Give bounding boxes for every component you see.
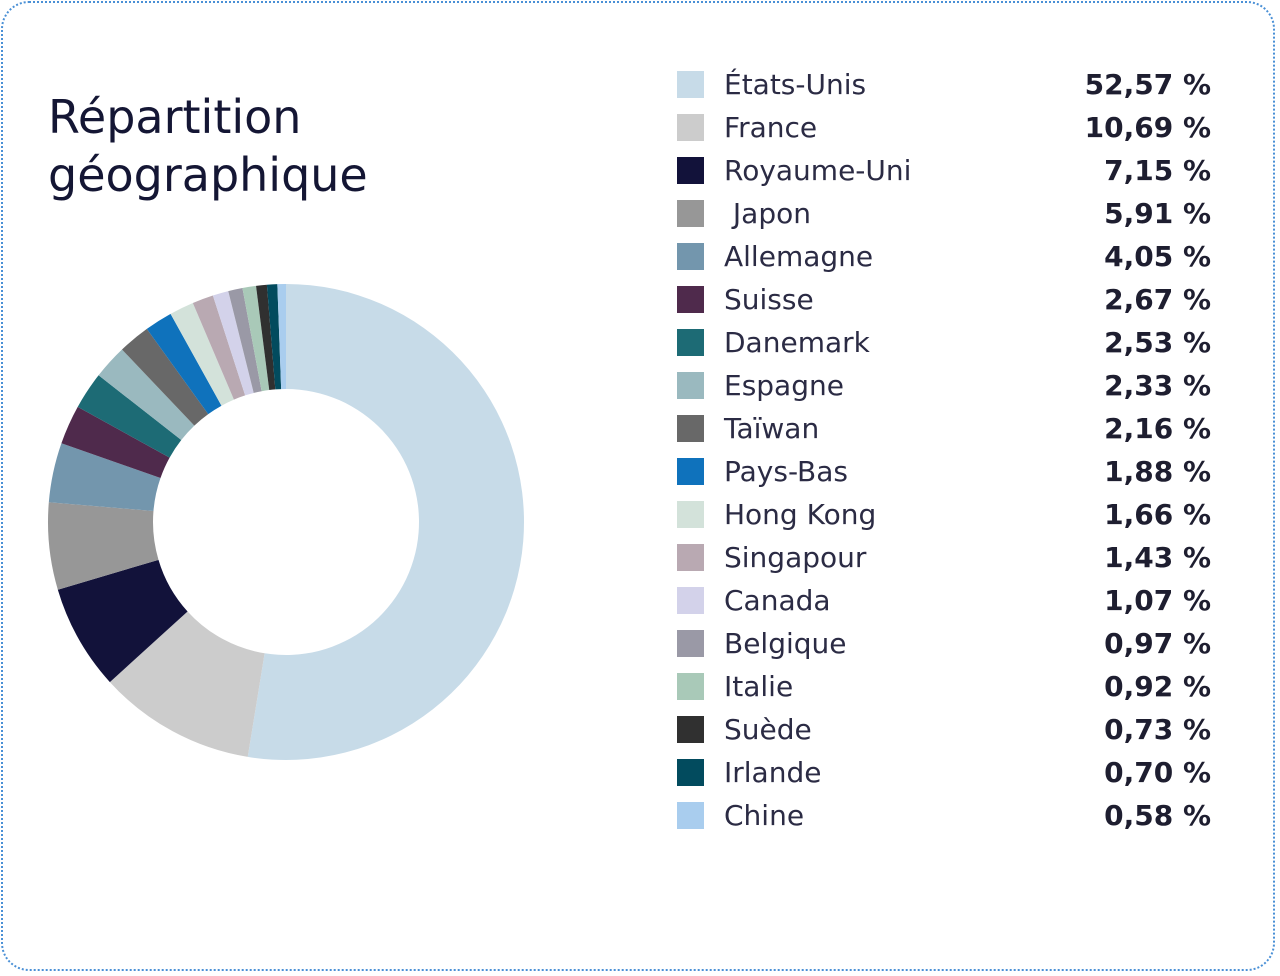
legend-item: Chine 0,58 % [677, 795, 1217, 838]
legend-item: Royaume-Uni 7,15 % [677, 150, 1217, 193]
legend-swatch [677, 243, 704, 270]
legend-value: 2,53 % [1104, 326, 1211, 359]
legend-item: Allemagne 4,05 % [677, 236, 1217, 279]
legend-label: Suède [724, 713, 812, 746]
legend-swatch [677, 114, 704, 141]
legend-value: 2,67 % [1104, 283, 1211, 316]
legend-swatch [677, 200, 704, 227]
donut-slice [170, 302, 234, 406]
legend-label: Chine [724, 799, 805, 832]
donut-slice [146, 313, 222, 415]
legend-item: France 10,69 % [677, 107, 1217, 150]
legend-value: 0,58 % [1104, 799, 1211, 832]
legend-swatch [677, 759, 704, 786]
donut-slice [277, 284, 286, 390]
legend-value: 1,66 % [1104, 498, 1211, 531]
chart-title-line-2: géographique [48, 148, 368, 202]
legend-swatch [677, 458, 704, 485]
legend-label: Italie [724, 670, 794, 703]
legend-value: 0,70 % [1104, 756, 1211, 789]
legend-label: Suisse [724, 283, 814, 316]
legend-label: Japon [724, 197, 811, 230]
legend-item: Pays-Bas 1,88 % [677, 451, 1217, 494]
legend-swatch [677, 415, 704, 442]
legend-value: 4,05 % [1104, 240, 1211, 273]
donut-slice [256, 284, 276, 391]
legend-swatch [677, 71, 704, 98]
legend-label: États-Unis [724, 68, 867, 101]
legend-label: Danemark [724, 326, 870, 359]
legend-swatch [677, 673, 704, 700]
legend-swatch [677, 587, 704, 614]
legend-value: 5,91 % [1104, 197, 1211, 230]
donut-slice [266, 284, 282, 390]
chart-legend: États-Unis 52,57 % France 10,69 % Royaume-Un… [677, 64, 1217, 838]
donut-chart [47, 284, 524, 760]
donut-slice [98, 349, 195, 441]
donut-slice [228, 288, 262, 393]
legend-label: Royaume-Uni [724, 154, 912, 187]
legend-value: 1,88 % [1104, 455, 1211, 488]
legend-label: France [724, 111, 818, 144]
legend-item: Suisse 2,67 % [677, 279, 1217, 322]
legend-label: Canada [724, 584, 831, 617]
legend-label: Allemagne [724, 240, 874, 273]
donut-slice [61, 406, 170, 478]
legend-value: 2,33 % [1104, 369, 1211, 402]
legend-value: 0,92 % [1104, 670, 1211, 703]
legend-value: 7,15 % [1104, 154, 1211, 187]
legend-item: Danemark 2,53 % [677, 322, 1217, 365]
legend-label: Espagne [724, 369, 844, 402]
legend-value: 0,73 % [1104, 713, 1211, 746]
legend-value: 0,97 % [1104, 627, 1211, 660]
donut-slice [212, 291, 254, 396]
legend-swatch [677, 544, 704, 571]
donut-slice [47, 502, 159, 590]
donut-slice [57, 559, 188, 683]
chart-title-line-1: Répartition [48, 90, 302, 144]
legend-value: 52,57 % [1084, 68, 1211, 101]
legend-item: Hong Kong 1,66 % [677, 494, 1217, 537]
legend-item: Canada 1,07 % [677, 580, 1217, 623]
legend-swatch [677, 716, 704, 743]
legend-swatch [677, 329, 704, 356]
legend-swatch [677, 372, 704, 399]
legend-swatch [677, 630, 704, 657]
legend-value: 10,69 % [1084, 111, 1211, 144]
legend-item: Taïwan 2,16 % [677, 408, 1217, 451]
legend-item: Belgique 0,97 % [677, 623, 1217, 666]
legend-value: 1,43 % [1104, 541, 1211, 574]
legend-item: Suède 0,73 % [677, 709, 1217, 752]
legend-swatch [677, 501, 704, 528]
legend-swatch [677, 286, 704, 313]
donut-slice [192, 295, 246, 400]
legend-label: Singapour [724, 541, 867, 574]
legend-swatch [677, 157, 704, 184]
donut-slice [109, 611, 265, 757]
legend-item: Espagne 2,33 % [677, 365, 1217, 408]
legend-label: Belgique [724, 627, 847, 660]
donut-slice [121, 328, 209, 426]
legend-label: Irlande [724, 756, 822, 789]
legend-swatch [677, 802, 704, 829]
legend-label: Taïwan [724, 412, 820, 445]
chart-title: Répartition géographique [48, 88, 468, 204]
legend-item: États-Unis 52,57 % [677, 64, 1217, 107]
donut-slice [242, 285, 270, 392]
legend-item: Singapour 1,43 % [677, 537, 1217, 580]
donut-slice [48, 443, 161, 511]
legend-value: 2,16 % [1104, 412, 1211, 445]
legend-label: Pays-Bas [724, 455, 849, 488]
legend-item: Italie 0,92 % [677, 666, 1217, 709]
legend-item: Irlande 0,70 % [677, 752, 1217, 795]
legend-label: Hong Kong [724, 498, 877, 531]
legend-item: Japon 5,91 % [677, 193, 1217, 236]
donut-slice [247, 284, 524, 760]
legend-value: 1,07 % [1104, 584, 1211, 617]
donut-slice [77, 375, 182, 458]
